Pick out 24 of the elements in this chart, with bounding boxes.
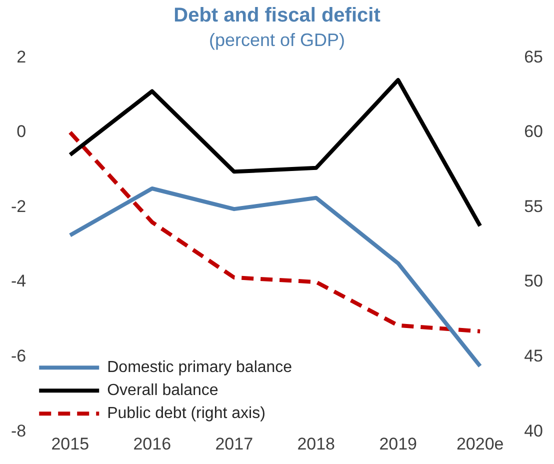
line-series [68,130,482,334]
x-tick-label: 2019 [379,434,418,454]
y-tick-label: -8 [10,421,26,440]
y-tick-label: -2 [10,196,26,216]
y-tick-label: 0 [16,122,26,142]
x-tick-label: 2018 [297,434,336,454]
y2-tick-label: 65 [524,47,544,66]
legend-label: Domestic primary balance [107,359,292,376]
legend-label: Public debt (right axis) [107,405,266,422]
y2-tick-label: 40 [524,421,544,440]
y-tick-label: 2 [16,47,26,66]
chart-subtitle: (percent of GDP) [208,30,346,50]
y2-tick-label: 50 [524,272,544,291]
y2-tick-label: 60 [524,122,544,142]
y2-tick-label: 45 [524,346,544,366]
x-tick-label: 2020e [456,434,504,454]
x-tick-label: 2016 [133,434,172,454]
y-tick-label: -6 [10,346,26,366]
y-tick-label: -4 [10,272,26,291]
y2-tick-label: 55 [524,196,544,216]
legend-label: Overall balance [107,382,218,400]
x-tick-label: 2015 [51,434,90,454]
x-tick-label: 2017 [215,434,254,454]
chart-title: Debt and fiscal deficit [174,4,381,27]
